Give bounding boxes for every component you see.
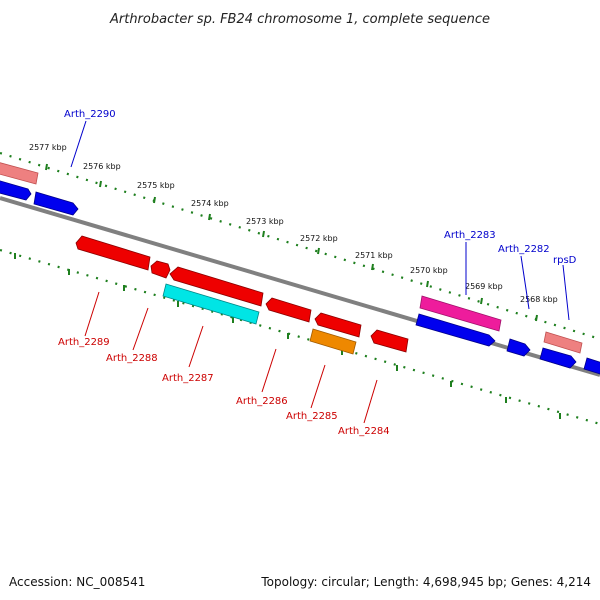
gene-red-arth-2285 <box>314 312 362 338</box>
major-tick <box>262 230 265 238</box>
tick-label-2570: 2570 kbp <box>410 266 448 275</box>
gene-salmon-left <box>0 162 39 185</box>
leader-arth-2288 <box>132 307 149 351</box>
accession-text: Accession: NC_008541 <box>9 575 145 589</box>
tick-label-2576: 2576 kbp <box>83 162 121 171</box>
leader-rpsd <box>562 264 570 321</box>
tick-labels: 2577 kbp 2576 kbp 2575 kbp 2574 kbp 2573… <box>29 143 558 304</box>
inner-major-ticks <box>14 253 561 419</box>
tick-label-2577: 2577 kbp <box>29 143 67 152</box>
major-tick <box>208 213 211 221</box>
reverse-gene-labels: Arth_2289 Arth_2288 Arth_2287 Arth_2286 … <box>58 291 390 437</box>
gene-orange-arth-2285 <box>309 328 357 355</box>
gene-cyan-arth-2287 <box>162 283 260 325</box>
forward-strand-genes <box>0 162 600 375</box>
label-arth-2290: Arth_2290 <box>64 109 116 120</box>
summary-text: Topology: circular; Length: 4,698,945 bp… <box>260 575 591 589</box>
inner-tick-track <box>0 248 600 426</box>
forward-gene-labels: Arth_2290 Arth_2283 Arth_2282 rpsD <box>64 109 577 321</box>
gene-red-arth-2286 <box>265 297 312 323</box>
leader-arth-2287 <box>188 325 204 368</box>
major-tick <box>535 314 538 322</box>
gene-blue-right-2 <box>583 357 600 375</box>
tick-label-2573: 2573 kbp <box>246 217 284 226</box>
leader-arth-2285 <box>310 364 326 409</box>
major-tick <box>426 280 429 288</box>
major-tick <box>371 263 374 271</box>
outer-major-ticks <box>45 163 538 322</box>
tick-label-2572: 2572 kbp <box>300 234 338 243</box>
gene-blue-arth-2290 <box>33 191 79 216</box>
leader-arth-2290 <box>70 120 87 168</box>
gene-blue-2283b <box>415 313 496 347</box>
gene-red-arth-2289 <box>75 235 151 271</box>
gene-blue-left-1 <box>0 180 32 201</box>
tick-label-2569: 2569 kbp <box>465 282 503 291</box>
gene-blue-arth-2282 <box>506 338 531 357</box>
leader-arth-2282 <box>520 255 530 310</box>
major-tick <box>45 163 48 171</box>
gene-red-arth-2288 <box>150 260 171 279</box>
map-title: Arthrobacter sp. FB24 chromosome 1, comp… <box>109 12 490 27</box>
label-arth-2288: Arth_2288 <box>106 353 158 364</box>
chromosome-backbone <box>0 196 600 377</box>
leader-arth-2286 <box>261 348 277 393</box>
reverse-strand-genes <box>75 235 409 355</box>
major-tick <box>153 196 156 204</box>
gene-pink-arth-2283 <box>419 295 502 332</box>
major-tick <box>317 247 320 255</box>
tick-label-2575: 2575 kbp <box>137 181 175 190</box>
label-arth-2284: Arth_2284 <box>338 426 390 437</box>
gene-blue-right-1 <box>539 347 577 369</box>
gene-salmon-rpsd <box>543 331 583 354</box>
label-arth-2286: Arth_2286 <box>236 396 288 407</box>
major-tick <box>480 297 483 305</box>
gene-red-arth-2287 <box>169 266 264 307</box>
label-arth-2283: Arth_2283 <box>444 230 496 241</box>
label-arth-2287: Arth_2287 <box>162 373 214 384</box>
label-rpsd: rpsD <box>553 255 577 266</box>
major-tick <box>99 180 102 188</box>
label-arth-2289: Arth_2289 <box>58 337 110 348</box>
leader-arth-2289 <box>84 291 100 337</box>
tick-label-2574: 2574 kbp <box>191 199 229 208</box>
tick-label-2568: 2568 kbp <box>520 295 558 304</box>
label-arth-2282: Arth_2282 <box>498 244 550 255</box>
tick-label-2571: 2571 kbp <box>355 251 393 260</box>
label-arth-2285: Arth_2285 <box>286 411 338 422</box>
leader-arth-2284 <box>363 379 378 424</box>
gene-red-arth-2284 <box>370 329 409 353</box>
